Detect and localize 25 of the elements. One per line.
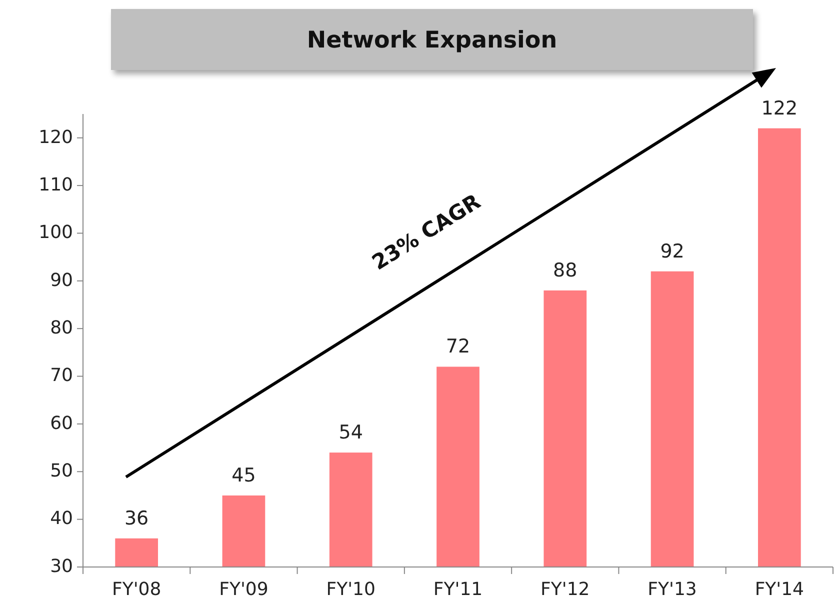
y-tick-label: 110 <box>38 174 73 196</box>
y-tick-label: 40 <box>50 508 73 530</box>
x-tick-label: FY'14 <box>754 579 804 600</box>
y-tick-label: 60 <box>50 412 73 434</box>
y-tick-label: 120 <box>38 126 73 148</box>
x-tick-label: FY'12 <box>540 579 590 600</box>
data-label: 88 <box>553 259 578 282</box>
data-label: 92 <box>660 240 684 262</box>
y-tick-label: 30 <box>50 556 73 577</box>
chart-title: Network Expansion <box>306 27 558 54</box>
x-tick-label: FY'10 <box>326 579 376 600</box>
data-label: 45 <box>232 464 256 486</box>
y-tick-label: 80 <box>50 318 73 338</box>
data-label: 36 <box>124 507 149 530</box>
data-label: 54 <box>338 422 363 444</box>
x-tick-label: FY'09 <box>219 579 268 600</box>
y-tick-label: 90 <box>50 270 73 291</box>
y-tick-label: 100 <box>38 222 73 244</box>
data-label: 72 <box>446 336 470 358</box>
x-tick-label: FY'13 <box>648 579 697 600</box>
data-label: 122 <box>761 97 798 120</box>
y-tick-label: 50 <box>50 460 73 482</box>
x-tick-label: FY'08 <box>112 579 162 600</box>
x-tick-label: FY'11 <box>433 579 483 600</box>
y-tick-label: 70 <box>50 365 73 386</box>
